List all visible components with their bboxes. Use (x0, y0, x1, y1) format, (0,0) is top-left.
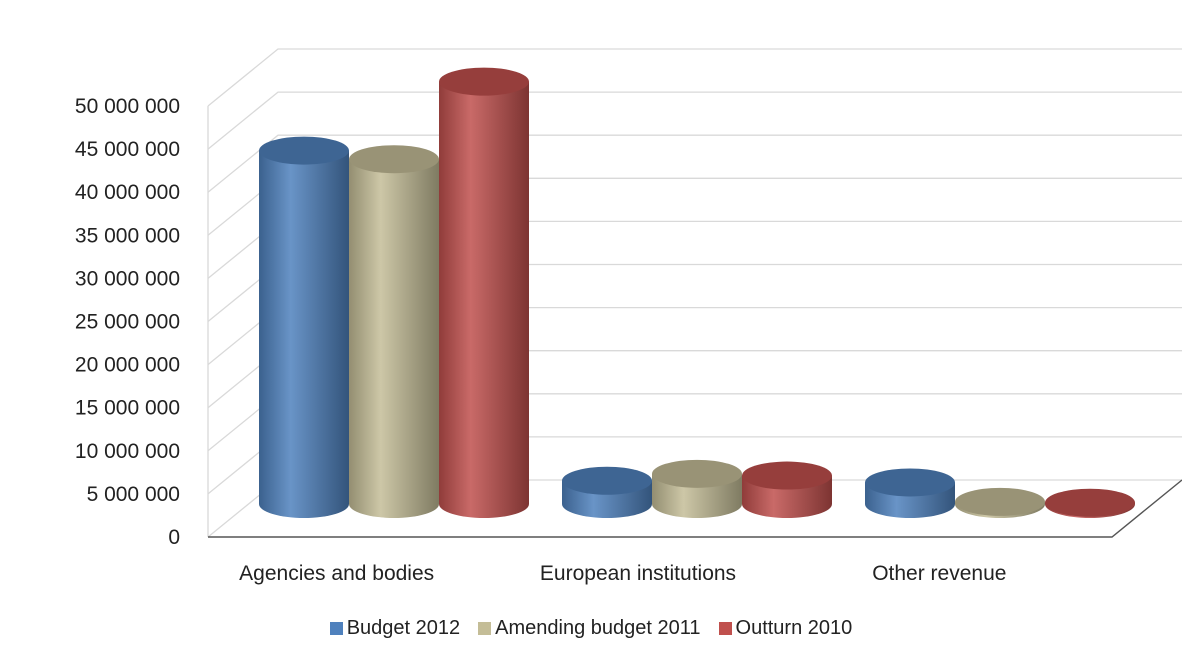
bar-top (259, 136, 349, 165)
category-label: Agencies and bodies (239, 562, 434, 585)
y-tick-label: 15 000 000 (75, 397, 180, 420)
legend: Budget 2012 Amending budget 2011 Outturn 2… (0, 617, 1182, 640)
legend-label: Budget 2012 (346, 617, 461, 639)
bar (349, 145, 439, 518)
bar (439, 67, 529, 519)
bar-top (742, 461, 832, 490)
y-tick-label: 10 000 000 (75, 440, 180, 463)
legend-item: Amending budget 2011 (478, 617, 701, 640)
bar-top (1045, 488, 1135, 517)
bar-top (865, 468, 955, 497)
bar (259, 136, 349, 518)
y-tick-label: 30 000 000 (75, 267, 180, 290)
bar-top (349, 145, 439, 174)
bar-top (652, 459, 742, 488)
legend-label: Amending budget 2011 (495, 617, 701, 639)
bar-top (955, 487, 1045, 516)
legend-swatch (718, 622, 732, 635)
bar (562, 466, 652, 518)
bar (742, 461, 832, 518)
bar-body (349, 159, 439, 518)
category-label: European institutions (540, 562, 736, 585)
legend-swatch (329, 622, 343, 635)
bar (1045, 488, 1135, 518)
y-tick-label: 50 000 000 (75, 95, 180, 118)
y-tick-label: 35 000 000 (75, 224, 180, 247)
bar (652, 459, 742, 518)
y-tick-label: 40 000 000 (75, 181, 180, 204)
gridline (207, 134, 1182, 193)
y-tick-label: 25 000 000 (75, 311, 180, 334)
floor-edge (208, 479, 1182, 538)
legend-swatch (478, 622, 492, 635)
legend-item: Budget 2012 (329, 617, 461, 640)
y-tick-label: 45 000 000 (75, 138, 180, 161)
gridline (207, 48, 1182, 107)
bar (955, 487, 1045, 518)
bar-body (439, 81, 529, 519)
legend-label: Outturn 2010 (735, 617, 853, 639)
category-label: Other revenue (872, 562, 1006, 585)
gridline (207, 91, 1182, 150)
y-tick-label: 5 000 000 (87, 483, 180, 506)
y-tick-label: 20 000 000 (75, 354, 180, 377)
bar-top (562, 466, 652, 495)
bar (865, 468, 955, 518)
legend-item: Outturn 2010 (718, 617, 853, 640)
bar-top (439, 67, 529, 96)
bar-body (259, 150, 349, 518)
y-tick-label: 0 (168, 526, 180, 549)
